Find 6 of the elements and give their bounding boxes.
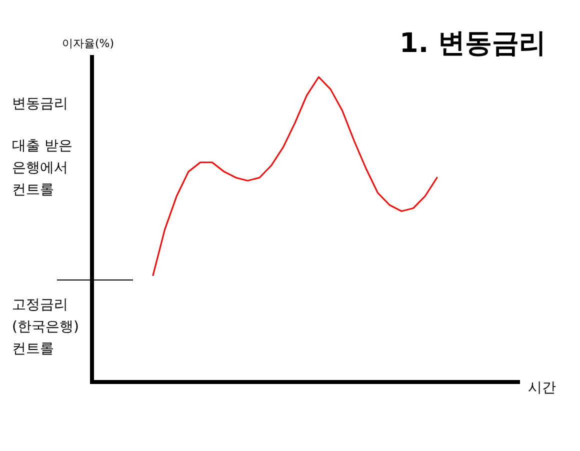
ylabel: 이자율(%)	[62, 37, 114, 50]
title: 1. 변동금리	[400, 28, 546, 59]
annotation: 대출 받은 은행에서 컨트롤	[12, 138, 72, 198]
annotation: 고정금리 (한국은행) 컨트롤	[12, 297, 79, 357]
annotation: 시간	[528, 380, 556, 396]
annotation: 변동금리	[12, 96, 68, 112]
